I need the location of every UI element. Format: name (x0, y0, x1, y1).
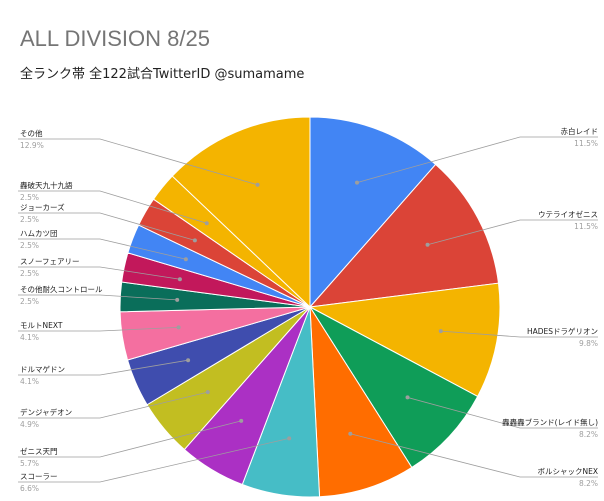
pie-slice-15 (171, 116, 311, 309)
slice-label-12: ハムカツ団 (20, 229, 58, 238)
leader-dot-8 (186, 358, 191, 363)
slice-label-10: その他耐久コントロール (20, 284, 103, 294)
leader-dot-2 (438, 329, 443, 334)
slice-percent-13: 2.5% (20, 215, 39, 224)
slice-percent-2: 9.8% (579, 339, 598, 348)
leader-dot-13 (192, 238, 197, 243)
leader-line-12 (18, 238, 186, 260)
slice-percent-14: 2.5% (20, 193, 39, 202)
leader-dot-9 (176, 325, 181, 330)
slice-label-1: ウテライオゼニス (538, 209, 598, 219)
leader-line-5 (18, 437, 290, 483)
slice-percent-1: 11.5% (574, 222, 598, 231)
leader-dot-0 (355, 180, 360, 185)
pie-slice-1 (308, 163, 500, 308)
slice-percent-5: 6.6% (20, 484, 39, 493)
slice-label-9: モルトNEXT (20, 321, 63, 330)
slice-label-13: ジョーカーズ (20, 202, 65, 212)
leader-line-7 (18, 391, 208, 419)
leader-dot-5 (287, 436, 292, 441)
leader-line-9 (18, 326, 179, 332)
leader-dot-15 (255, 182, 260, 187)
slice-percent-8: 4.1% (20, 377, 39, 386)
slice-label-7: デンジャデオン (20, 407, 72, 417)
leader-line-4 (350, 433, 598, 478)
chart-title: ALL DIVISION 8/25 (20, 26, 210, 51)
slice-label-8: ドルマゲドン (20, 365, 65, 374)
leader-line-11 (18, 266, 180, 280)
leader-line-2 (440, 330, 598, 338)
leader-line-6 (18, 420, 242, 458)
slice-percent-3: 8.2% (579, 430, 598, 439)
leader-dot-7 (205, 390, 210, 395)
slice-label-4: ボルシャックNEX (538, 467, 599, 476)
leader-line-14 (18, 190, 207, 224)
leader-dot-10 (175, 297, 180, 302)
slice-label-5: スコーラー (20, 472, 58, 481)
pie-slice-3 (308, 305, 479, 469)
chart-subtitle: 全ランク帯 全122試合TwitterID @sumamame (20, 67, 305, 82)
pie-slice-2 (308, 282, 501, 398)
leader-dot-11 (177, 277, 182, 282)
slice-label-0: 赤白レイド (561, 126, 599, 136)
leader-line-13 (18, 212, 195, 241)
leader-line-10 (18, 294, 178, 301)
slice-percent-6: 5.7% (20, 459, 39, 468)
slice-percent-11: 2.5% (20, 269, 39, 278)
leader-line-0 (356, 136, 598, 183)
slice-percent-10: 2.5% (20, 297, 39, 306)
slice-labels: 赤白レイド 11.5% ウテライオゼニス 11.5% HADESドラゲリオン 9.8% 轟轟… (20, 126, 598, 493)
slice-label-2: HADESドラゲリオン (527, 327, 598, 336)
slice-percent-0: 11.5% (574, 139, 598, 148)
leader-line-1 (427, 219, 598, 246)
leader-dot-14 (204, 221, 209, 226)
leader-dot-4 (348, 431, 353, 436)
pie-slice-0 (309, 116, 437, 309)
leader-dot-6 (239, 418, 244, 423)
leader-line-8 (18, 359, 189, 376)
slice-label-6: ゼニス天門 (20, 446, 58, 456)
leader-dot-3 (405, 395, 410, 400)
slice-percent-12: 2.5% (20, 241, 39, 250)
leader-dot-12 (183, 257, 188, 262)
slice-percent-7: 4.9% (20, 420, 39, 429)
slice-label-11: スノーフェアリー (20, 257, 80, 266)
slice-label-3: 轟轟轟ブランド(レイド無し) (502, 417, 598, 427)
slice-label-15: その他 (20, 128, 43, 138)
slice-percent-9: 4.1% (20, 333, 39, 342)
slice-percent-4: 8.2% (579, 479, 598, 488)
leader-lines (18, 136, 598, 483)
leader-dot-1 (425, 242, 430, 247)
slice-label-14: 轟破天九十九語 (20, 180, 73, 190)
leader-line-15 (18, 138, 258, 186)
pie-slice-4 (309, 305, 413, 498)
slice-percent-15: 12.9% (20, 141, 44, 150)
leader-line-3 (407, 397, 598, 429)
pie-slices (119, 116, 501, 498)
